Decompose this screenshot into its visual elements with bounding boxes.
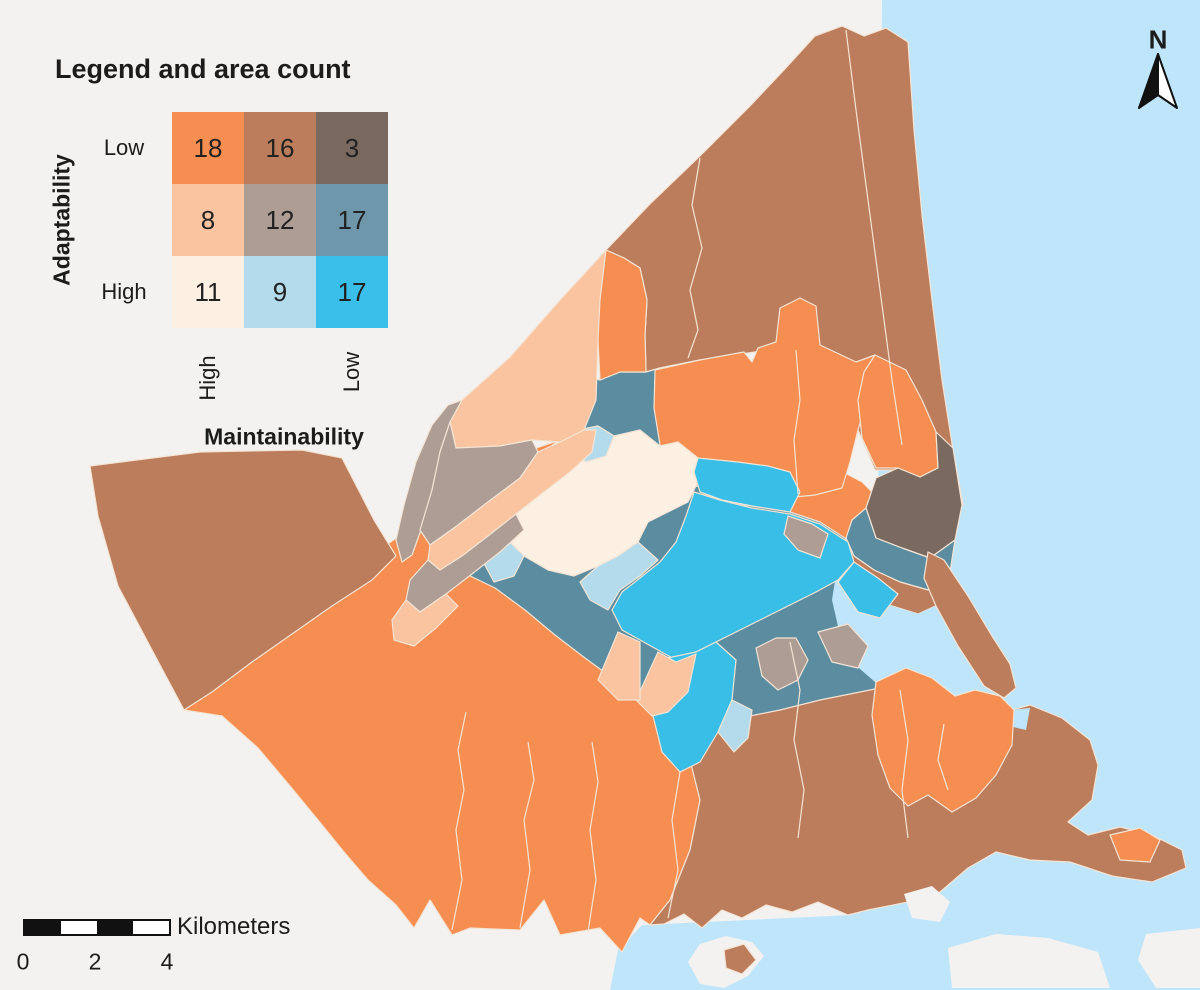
legend-cell-count: 8 [200, 204, 216, 235]
legend-col-label-high: High [195, 355, 220, 401]
map-region [723, 943, 757, 975]
scale-bar-segment [133, 921, 169, 934]
legend-cell-count: 3 [344, 132, 360, 163]
district-border-line [451, 711, 467, 931]
legend-cell-adaptability-mid-maintainability-high: 8 [172, 184, 244, 256]
north-arrow-icon [1138, 53, 1178, 109]
map-region [391, 593, 459, 647]
legend-row-label-low: Low [103, 135, 145, 160]
scale-bar [23, 919, 171, 936]
district-border-line [687, 157, 703, 359]
map-region [635, 651, 697, 717]
legend-y-axis-label: Adaptability [48, 154, 75, 286]
map-region [783, 515, 829, 559]
scale-bar-segment [61, 921, 97, 934]
map-region [904, 886, 950, 922]
map-region [579, 541, 659, 611]
legend-cell-adaptability-low-maintainability-mid: 16 [244, 112, 316, 184]
legend-cell-count: 17 [337, 204, 367, 235]
legend-title: Legend and area count [55, 54, 351, 84]
legend-cell-count: 17 [337, 276, 367, 307]
scale-bar-segment [25, 921, 61, 934]
district-border-line [587, 741, 599, 933]
district-border-line [793, 349, 801, 495]
map-region [837, 561, 899, 619]
scale-bar-tick: 4 [160, 948, 174, 975]
legend-cell-count: 9 [272, 276, 288, 307]
legend-cell-count: 11 [194, 276, 222, 307]
map-region [871, 667, 1015, 813]
scale-bar-tick: 2 [88, 948, 102, 975]
map-region [89, 449, 397, 711]
legend-cell-adaptability-high-maintainability-low: 17 [316, 256, 388, 328]
legend-cell-count: 16 [265, 132, 295, 163]
legend-cell-count: 18 [193, 132, 223, 163]
map-region [597, 631, 641, 701]
legend-cell-adaptability-high-maintainability-high: 11 [172, 256, 244, 328]
legend-col-label-low: Low [339, 351, 364, 393]
district-border-line [519, 741, 535, 929]
legend-x-axis-label: Maintainability [204, 423, 364, 450]
map-region [693, 457, 801, 513]
map-region [717, 699, 753, 753]
map-region [597, 249, 648, 381]
district-border-line [845, 29, 903, 446]
scale-bar-segment [97, 921, 133, 934]
district-border-line [899, 689, 909, 839]
map-region [948, 934, 1110, 988]
district-border-line [667, 771, 681, 919]
map-region [923, 551, 1017, 699]
map-region [755, 637, 809, 691]
legend-cell-adaptability-low-maintainability-high: 18 [172, 112, 244, 184]
legend-cell-adaptability-mid-maintainability-low: 17 [316, 184, 388, 256]
legend-cell-count: 12 [265, 204, 295, 235]
legend-cell-adaptability-low-maintainability-low: 3 [316, 112, 388, 184]
scale-bar-tick: 0 [16, 948, 30, 975]
legend-row-label-high: High [101, 279, 147, 304]
map-region [449, 249, 607, 449]
legend-grid: 18 16 3 8 12 17 11 9 17 [172, 112, 388, 328]
map-region [1138, 928, 1200, 988]
district-border-line [789, 641, 805, 839]
map-region [1109, 827, 1161, 863]
district-border-line [937, 723, 949, 791]
legend-cell-adaptability-high-maintainability-mid: 9 [244, 256, 316, 328]
north-label: N [1148, 24, 1168, 55]
map-region [817, 623, 869, 669]
scale-bar-unit: Kilometers [177, 913, 291, 940]
legend-cell-adaptability-mid-maintainability-mid: 12 [244, 184, 316, 256]
